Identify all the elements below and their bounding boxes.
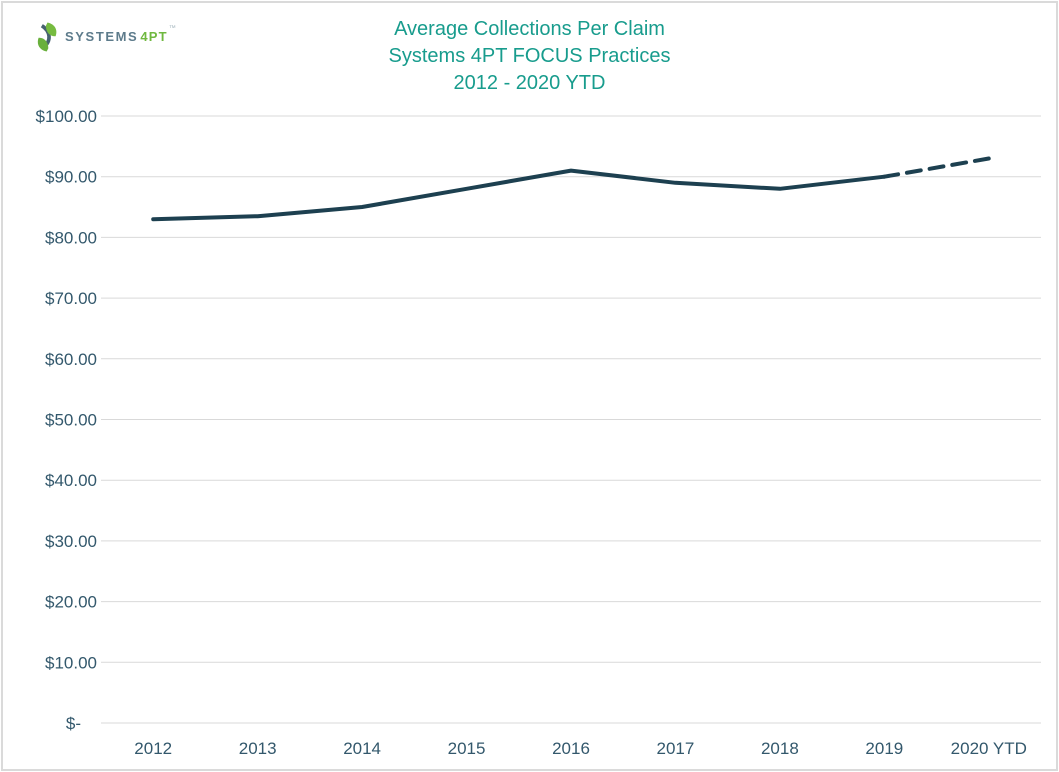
brand-logo: SYSTEMS 4PT™ (37, 22, 176, 52)
chart-title: Average Collections Per Claim Systems 4P… (3, 16, 1056, 97)
y-axis-tick-label: $- (66, 714, 81, 733)
y-axis-tick-label: $30.00 (45, 532, 97, 551)
title-line-2: Systems 4PT FOCUS Practices (388, 45, 671, 67)
x-axis-tick-label: 2020 YTD (951, 739, 1027, 758)
brand-name-text: SYSTEMS (65, 29, 139, 44)
x-axis-tick-label: 2019 (865, 739, 903, 758)
systems4pt-leaf-s-icon (37, 22, 57, 52)
y-axis-tick-label: $100.00 (36, 107, 97, 126)
y-axis-tick-label: $90.00 (45, 168, 97, 187)
x-axis-tick-label: 2017 (657, 739, 695, 758)
brand-4pt-text: 4PT (140, 29, 168, 44)
y-axis-tick-label: $20.00 (45, 593, 97, 612)
x-axis-tick-label: 2014 (343, 739, 381, 758)
y-axis-tick-label: $70.00 (45, 289, 97, 308)
data-line-dashed-projection (882, 156, 991, 179)
title-line-1: Average Collections Per Claim (394, 18, 665, 40)
chart-canvas: $- $10.00 $20.00 $30.00 $40.00 $50.00 $60.00 $7… (36, 107, 1041, 758)
y-axis-tick-label: $80.00 (45, 228, 97, 247)
x-axis-tick-label: 2012 (134, 739, 172, 758)
x-axis-tick-label: 2018 (761, 739, 799, 758)
y-axis-tick-label: $60.00 (45, 350, 97, 369)
brand-wordmark: SYSTEMS 4PT™ (65, 25, 176, 46)
y-axis-tick-label: $50.00 (45, 411, 97, 430)
y-axis-tick-label: $10.00 (45, 653, 97, 672)
brand-trademark-symbol: ™ (168, 25, 176, 32)
x-axis-tick-label: 2016 (552, 739, 590, 758)
title-line-3: 2012 - 2020 YTD (453, 72, 606, 94)
data-line-solid (151, 168, 887, 222)
y-axis-tick-label: $40.00 (45, 471, 97, 490)
x-axis-tick-label: 2015 (448, 739, 486, 758)
x-axis-tick-label: 2013 (239, 739, 277, 758)
